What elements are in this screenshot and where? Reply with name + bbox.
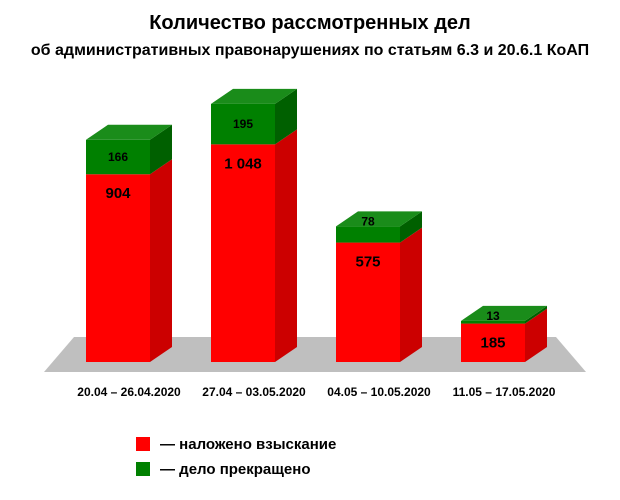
value-label-terminated-3: 13 xyxy=(486,309,500,323)
bar-penalty-1 xyxy=(211,144,275,362)
bar-penalty-2 xyxy=(336,242,400,362)
bar-terminated-1 xyxy=(211,103,275,145)
chart-floor xyxy=(44,337,586,372)
value-label-penalty-3: 185 xyxy=(480,335,505,352)
legend-label-terminated: — дело прекращено xyxy=(160,460,311,478)
legend-item-terminated: — дело прекращено xyxy=(136,460,311,478)
bar-terminated-0 xyxy=(86,139,150,175)
bar-top-2 xyxy=(336,211,422,227)
chart-subtitle: об административных правонарушениях по с… xyxy=(30,42,590,59)
bar-penalty-0 xyxy=(86,174,150,362)
bar-terminated-3 xyxy=(461,320,525,324)
bar-side-terminated-1 xyxy=(275,88,297,145)
bar-top-3 xyxy=(461,305,547,321)
category-label-1: 27.04 – 03.05.2020 xyxy=(202,385,306,399)
bar-side-penalty-3 xyxy=(525,308,547,362)
legend-item-penalty: — наложено взыскание xyxy=(136,435,336,453)
category-label-3: 11.05 – 17.05.2020 xyxy=(453,385,556,399)
bar-side-terminated-3 xyxy=(525,305,547,324)
legend-swatch-penalty xyxy=(136,437,150,451)
bar-side-penalty-2 xyxy=(400,227,422,362)
bar-penalty-3 xyxy=(461,323,525,362)
category-label-2: 04.05 – 10.05.2020 xyxy=(327,385,431,399)
value-label-penalty-1: 1 048 xyxy=(224,155,262,172)
value-label-penalty-2: 575 xyxy=(355,254,380,271)
value-label-terminated-0: 166 xyxy=(108,150,128,164)
bar-side-terminated-2 xyxy=(400,211,422,243)
value-label-terminated-1: 195 xyxy=(233,117,253,131)
chart-title: Количество рассмотренных дел xyxy=(149,12,471,34)
value-label-penalty-0: 904 xyxy=(105,185,131,202)
bar-side-penalty-0 xyxy=(150,159,172,362)
legend-label-penalty: — наложено взыскание xyxy=(160,435,337,453)
bar-terminated-2 xyxy=(336,226,400,243)
value-label-terminated-2: 78 xyxy=(361,214,375,228)
category-label-0: 20.04 – 26.04.2020 xyxy=(77,385,181,399)
legend-swatch-terminated xyxy=(136,462,150,476)
bar-side-terminated-0 xyxy=(150,124,172,175)
bar-top-1 xyxy=(211,88,297,104)
bar-top-0 xyxy=(86,124,172,140)
bar-side-penalty-1 xyxy=(275,129,297,362)
